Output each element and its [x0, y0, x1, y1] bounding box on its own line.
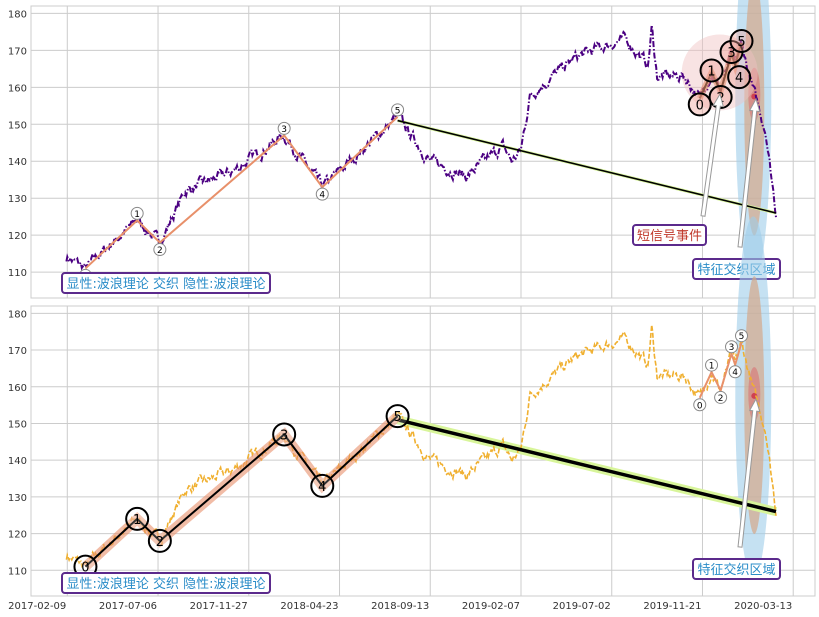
short-wave-marker [699, 58, 724, 83]
short-wave-label: 3 [729, 343, 735, 353]
y-tick-label: 140 [8, 157, 27, 168]
y-tick-label: 140 [8, 456, 27, 467]
wave-marker [125, 506, 150, 531]
wave-marker [277, 121, 291, 135]
wave-label: 1 [134, 210, 140, 220]
short-wave-label: 5 [739, 332, 745, 342]
y-tick-label: 130 [8, 493, 27, 504]
y-tick-label: 110 [8, 566, 27, 577]
price-line [65, 324, 777, 569]
annotation-arrow [700, 92, 724, 217]
wave-label: 3 [281, 125, 287, 135]
wave-label: 3 [280, 428, 288, 443]
short-wave-line [698, 342, 743, 399]
y-tick-label: 180 [8, 309, 27, 320]
short-wave-marker [714, 390, 728, 404]
short-wave-label: 0 [697, 401, 703, 411]
x-tick-label: 2019-11-21 [643, 601, 701, 612]
price-line [65, 24, 777, 271]
y-tick-label: 110 [8, 268, 27, 279]
wave-label: 4 [318, 480, 326, 495]
y-tick-label: 120 [8, 530, 27, 541]
x-tick-label: 2018-04-23 [280, 601, 338, 612]
wave-label: 5 [395, 106, 401, 116]
short-wave-marker [729, 28, 754, 53]
y-tick-label: 160 [8, 83, 27, 94]
wave-marker [272, 422, 297, 447]
plot-area [30, 305, 816, 597]
short-wave-marker [693, 398, 707, 412]
legend-box [61, 572, 271, 594]
bottom-panel: 110120130140150160170180012345012345特征交织… [8, 216, 816, 597]
legend: 显性:波浪理论 交织 隐性:波浪理论 [66, 576, 265, 592]
main-wave-line [84, 116, 399, 270]
short-wave-label: 2 [718, 394, 724, 404]
wave-label: 0 [81, 561, 89, 576]
short-wave-label: 4 [732, 368, 738, 378]
y-tick-label: 150 [8, 419, 27, 430]
x-tick-label: 2020-03-13 [734, 601, 792, 612]
y-tick-label: 170 [8, 346, 27, 357]
y-tick-label: 160 [8, 383, 27, 394]
short-wave-label: 4 [735, 71, 743, 86]
x-axis-ticks: 2017-02-09 2017-07-06 2017-11-27 2018-04-23… [8, 601, 792, 612]
short-signal-label-box [632, 224, 707, 246]
wave-marker [385, 404, 410, 429]
interleave-zone-label: 特征交织区域 [697, 562, 775, 578]
x-tick-label: 2019-07-02 [553, 601, 611, 612]
wave-marker [391, 103, 405, 117]
x-tick-label: 2018-09-13 [371, 601, 429, 612]
short-wave-label: 1 [709, 362, 715, 372]
wave-marker [130, 206, 144, 220]
legend: 显性:波浪理论 交织 隐性:波浪理论 [66, 276, 265, 292]
y-tick-label: 150 [8, 120, 27, 131]
wave-label: 2 [157, 246, 163, 256]
short-wave-label: 0 [696, 98, 704, 113]
short-wave-marker [705, 358, 719, 372]
wave-marker [310, 473, 335, 498]
wave-marker [315, 187, 329, 201]
wave-label: 4 [319, 191, 325, 201]
short-wave-label: 5 [737, 35, 745, 50]
x-tick-label: 2017-02-09 [8, 601, 66, 612]
wave-marker [153, 243, 167, 257]
annotation-arrow [737, 97, 761, 248]
short-wave-marker [687, 92, 712, 117]
wave-label: 5 [393, 410, 401, 425]
legend-box [61, 272, 271, 294]
wave-label: 1 [133, 513, 141, 528]
trend-line [397, 418, 777, 514]
interleave-zone-label-box [692, 558, 781, 580]
short-wave-marker [725, 340, 739, 354]
wave-label: 2 [156, 535, 164, 550]
short-wave-marker [728, 365, 742, 379]
annotation-arrow [737, 397, 761, 548]
short-signal-label: 短信号事件 [637, 229, 702, 244]
top-panel: 110120130140150160170180012345012345短信号事… [8, 0, 816, 299]
x-tick-label: 2017-07-06 [99, 601, 157, 612]
x-tick-label: 2019-02-07 [462, 601, 520, 612]
trend-line [397, 119, 777, 214]
short-wave-label: 1 [707, 65, 715, 80]
x-tick-label: 2017-11-27 [190, 601, 248, 612]
y-tick-label: 120 [8, 231, 27, 242]
short-wave-marker [727, 65, 752, 90]
wave-marker [147, 528, 172, 553]
y-tick-label: 180 [8, 9, 27, 20]
y-tick-label: 130 [8, 194, 27, 205]
short-wave-label: 3 [727, 46, 735, 61]
y-tick-label: 170 [8, 46, 27, 57]
short-wave-marker [735, 329, 748, 343]
